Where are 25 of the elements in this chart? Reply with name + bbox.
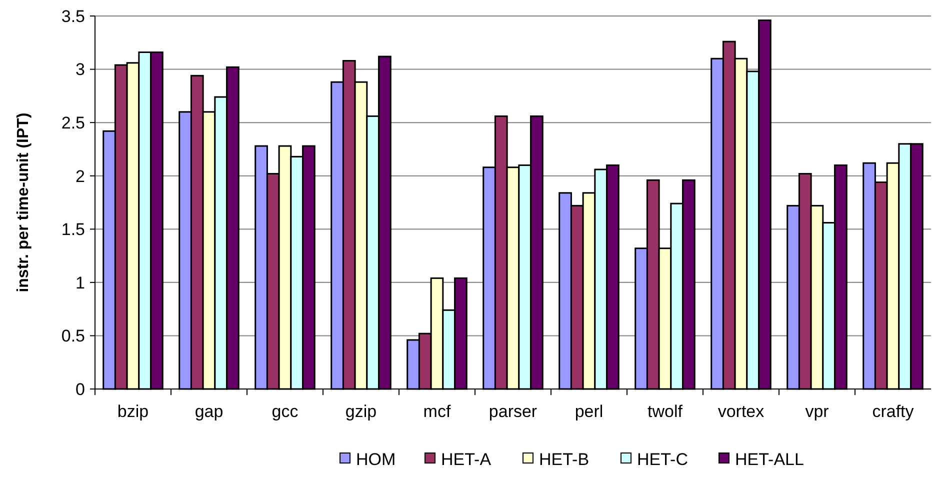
y-tick-label: 3.5: [61, 6, 85, 26]
x-tick-label: twolf: [648, 402, 683, 421]
y-tick-label: 1.5: [61, 220, 85, 240]
x-tick-label: gzip: [345, 402, 377, 421]
x-tick-label: gap: [194, 402, 224, 421]
y-tick-label: 0: [76, 380, 85, 399]
legend-label: HET-B: [539, 450, 590, 469]
x-tick-label: vortex: [718, 402, 765, 421]
y-tick-label: 0.5: [61, 326, 85, 346]
x-tick-label: mcf: [423, 402, 451, 421]
y-tick-label: 2: [76, 166, 85, 186]
x-tick-label: bzip: [117, 402, 149, 421]
legend-label: HET-C: [637, 450, 688, 469]
x-tick-label: perl: [574, 402, 604, 421]
legend-label: HET-ALL: [735, 450, 804, 469]
x-tick-label: parser: [488, 402, 538, 421]
y-tick-label: 3: [76, 60, 85, 80]
y-tick-label: 1: [76, 273, 85, 292]
x-tick-label: crafty: [872, 402, 914, 421]
legend-label: HOM: [356, 450, 396, 469]
legend-label: HET-A: [441, 450, 492, 469]
x-tick-label: gcc: [272, 402, 299, 421]
y-axis-title: instr. per time-unit (IPT): [15, 112, 32, 292]
y-tick-label: 2.5: [61, 114, 85, 133]
x-tick-label: vpr: [805, 402, 830, 421]
